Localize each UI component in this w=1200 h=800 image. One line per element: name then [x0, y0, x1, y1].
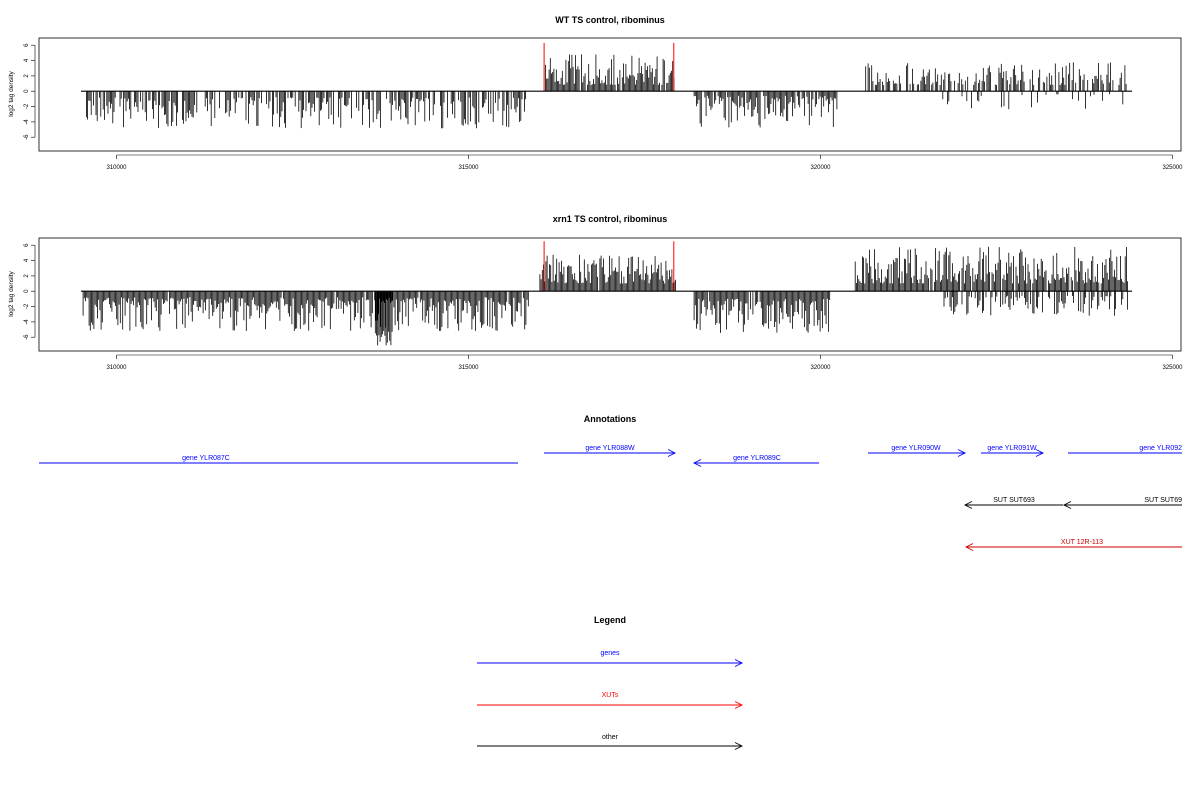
wt-track-title: WT TS control, ribominus — [555, 15, 665, 25]
right-arrow-icon — [734, 742, 744, 750]
xrn1-track-title: xrn1 TS control, ribominus — [553, 214, 668, 224]
xrn1-y-axis: -6 -4 -2 0 2 4 6 — [24, 243, 36, 340]
x-tick-label: 310000 — [106, 165, 127, 171]
legend-item-other: other — [477, 734, 744, 750]
y-tick-label: 2 — [24, 74, 30, 78]
y-tick-label: -2 — [24, 103, 30, 109]
feature-sut69: SUT SUT69 — [1062, 497, 1182, 509]
x-tick-label: 320000 — [810, 165, 831, 171]
feature-yLR092: gene YLR092 — [1068, 445, 1182, 454]
left-arrow-icon — [1062, 501, 1072, 509]
y-tick-label: -2 — [24, 303, 30, 309]
legend-label: other — [602, 734, 619, 741]
feature-label: XUT 12R-113 — [1061, 539, 1103, 546]
xrn1-signal-bars — [82, 241, 1128, 346]
x-tick-label: 315000 — [458, 165, 479, 171]
right-arrow-icon — [957, 449, 967, 457]
y-tick-label: 4 — [24, 258, 30, 262]
x-tick-label: 315000 — [458, 365, 479, 371]
x-tick-label: 325000 — [1162, 165, 1183, 171]
right-arrow-icon — [734, 701, 744, 709]
legend-panel: Legend genes XUTs other — [477, 615, 744, 750]
y-tick-label: -6 — [24, 134, 30, 140]
y-tick-label: 2 — [24, 274, 30, 278]
feature-label: gene YLR087C — [182, 455, 230, 462]
feature-label: gene YLR088W — [585, 445, 635, 452]
x-tick-label: 325000 — [1162, 365, 1183, 371]
feature-yLR088W: gene YLR088W — [544, 445, 677, 457]
right-arrow-icon — [734, 659, 744, 667]
wt-track-panel: WT TS control, ribominus log2 tag densit… — [8, 15, 1183, 171]
feature-yLR091W: gene YLR091W — [981, 445, 1045, 457]
y-tick-label: 6 — [24, 43, 30, 47]
feature-yLR090W: gene YLR090W — [868, 445, 967, 457]
legend-label: genes — [600, 650, 620, 657]
feature-label: gene YLR092 — [1139, 445, 1182, 452]
annotations-panel: Annotations gene YLR087C gene YLR088W ge… — [39, 414, 1182, 551]
right-arrow-icon — [667, 449, 677, 457]
xrn1-y-axis-label: log2 tag density — [8, 270, 15, 316]
x-tick-label: 320000 — [810, 365, 831, 371]
y-tick-label: -4 — [24, 319, 30, 325]
wt-signal-bars — [86, 42, 1127, 129]
feature-label: gene YLR091W — [987, 445, 1037, 452]
legend-item-genes: genes — [477, 650, 744, 667]
y-tick-label: 0 — [24, 289, 30, 293]
feature-label: gene YLR089C — [733, 455, 781, 462]
wt-plot-frame — [38, 37, 1182, 152]
feature-sut693: SUT SUT693 — [963, 497, 1063, 509]
left-arrow-icon — [963, 501, 973, 509]
wt-x-axis: 310000 315000 320000 325000 — [106, 154, 1183, 171]
y-tick-label: -6 — [24, 334, 30, 340]
wt-y-axis-label: log2 tag density — [8, 70, 15, 116]
feature-yLR087C: gene YLR087C — [39, 455, 518, 464]
feature-xut-12r-113: XUT 12R-113 — [964, 539, 1182, 551]
y-tick-label: 6 — [24, 243, 30, 247]
left-arrow-icon — [692, 459, 702, 467]
y-tick-label: 4 — [24, 58, 30, 62]
annotations-title: Annotations — [584, 414, 637, 424]
feature-label: gene YLR090W — [891, 445, 941, 452]
feature-yLR089C: gene YLR089C — [692, 455, 819, 467]
y-tick-label: -4 — [24, 119, 30, 125]
legend-label: XUTs — [602, 692, 619, 699]
x-tick-label: 310000 — [106, 365, 127, 371]
legend-item-xuts: XUTs — [477, 692, 744, 709]
feature-label: SUT SUT69 — [1144, 497, 1182, 504]
xrn1-track-panel: xrn1 TS control, ribominus log2 tag dens… — [8, 214, 1183, 371]
xrn1-x-axis: 310000 315000 320000 325000 — [106, 354, 1183, 371]
legend-title: Legend — [594, 615, 626, 625]
xrn1-plot-frame — [38, 237, 1182, 352]
right-arrow-icon — [1035, 449, 1045, 457]
y-tick-label: 0 — [24, 89, 30, 93]
feature-label: SUT SUT693 — [993, 497, 1035, 504]
wt-y-axis: -6 -4 -2 0 2 4 6 — [24, 43, 36, 140]
left-arrow-icon — [964, 543, 974, 551]
